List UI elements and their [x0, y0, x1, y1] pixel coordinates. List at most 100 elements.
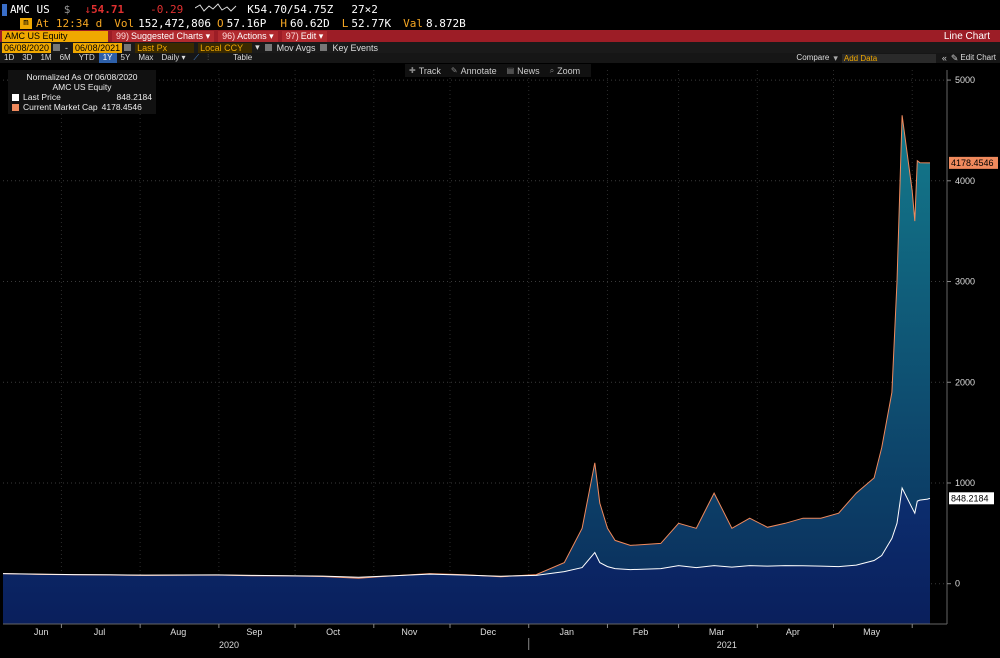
vol-label: Vol	[114, 16, 135, 30]
x-tick-label: Oct	[326, 627, 341, 637]
calendar-icon[interactable]	[124, 44, 132, 51]
menu-bar: AMC US Equity 99) Suggested Charts ▾ 96) A…	[0, 30, 1000, 42]
x-tick-label: Apr	[786, 627, 800, 637]
legend-row-last-price[interactable]: Last Price 848.2184	[12, 92, 152, 102]
suggested-charts-label: Suggested Charts	[131, 30, 204, 41]
high-price: 60.62D	[289, 16, 330, 30]
dropdown-icon[interactable]: ▾	[833, 52, 838, 63]
news-tool[interactable]: ▤ News	[507, 66, 540, 76]
x-tick-label: Jul	[94, 627, 106, 637]
end-date-field[interactable]: 06/08/2021	[73, 42, 123, 53]
period-select[interactable]: Daily ▾	[157, 53, 189, 63]
y-tick-label: 2000	[955, 377, 975, 387]
open-label: O	[216, 16, 224, 30]
y-tick-label: 1000	[955, 478, 975, 488]
line-chart-icon[interactable]: ⟋	[193, 53, 200, 62]
dropdown-icon: ▾	[205, 30, 211, 41]
edit-number: 97)	[285, 30, 299, 41]
period-label: Daily	[161, 53, 180, 62]
bar-chart-icon[interactable]: ⫶	[207, 53, 210, 62]
chart-type-title: Line Chart	[943, 30, 990, 42]
news-label: News	[517, 65, 540, 76]
key-events-checkbox[interactable]	[320, 44, 328, 51]
last-price-flag-label: 848.2184	[951, 493, 989, 503]
legend-series-name: Current Market Cap	[23, 102, 98, 112]
calendar-icon[interactable]	[53, 44, 61, 51]
trade-size: 27×2	[351, 3, 378, 16]
currency-select[interactable]: Local CCY	[198, 42, 253, 53]
collapse-icon[interactable]: «	[941, 53, 947, 63]
last-price-line	[2, 486, 931, 578]
date-bar: 06/08/2020 - 06/08/2021 Last Px Local CC…	[0, 42, 1000, 53]
security-input[interactable]: AMC US Equity	[2, 30, 108, 42]
value-traded: 8.872B	[425, 16, 466, 30]
last-price-area	[3, 488, 930, 624]
mov-avgs-checkbox[interactable]	[264, 44, 272, 51]
table-button[interactable]: Table	[233, 53, 253, 62]
dropdown-icon[interactable]: ▾	[255, 42, 260, 52]
x-tick-label: Mar	[709, 627, 725, 637]
chart-tools: ✚ Track ✎ Annotate ▤ News ⌕ Zoom	[405, 64, 591, 77]
low-label: L	[341, 16, 349, 30]
actions-number: 96)	[222, 30, 236, 41]
low-price: 52.77K	[351, 16, 392, 30]
y-tick-label: 4000	[955, 176, 975, 186]
legend-series-name: Last Price	[23, 92, 61, 102]
security-color-icon	[2, 3, 7, 16]
x-tick-label: Jan	[560, 627, 575, 637]
x-year-label: 2021	[717, 640, 737, 650]
zoom-tool[interactable]: ⌕ Zoom	[550, 66, 581, 76]
range-max[interactable]: Max	[138, 53, 154, 62]
range-ytd[interactable]: YTD	[78, 53, 95, 62]
range-6m[interactable]: 6M	[59, 53, 71, 62]
x-tick-label: Aug	[170, 627, 186, 637]
legend-series-value: 4178.4546	[101, 102, 142, 112]
date-separator: -	[65, 42, 69, 53]
legend-series-value: 848.2184	[116, 92, 152, 102]
open-price: 57.16P	[226, 16, 267, 30]
ticker[interactable]: AMC US	[10, 3, 50, 16]
compare-group: Compare ▾ Add Data « ✎ Edit Chart	[792, 53, 1000, 64]
chart-legend: Normalized As Of 06/08/2020 AMC US Equit…	[8, 70, 156, 114]
field-select[interactable]: Last Px	[135, 42, 195, 53]
dropdown-icon: ▾	[181, 53, 186, 62]
annotate-tool[interactable]: ✎ Annotate	[451, 66, 497, 76]
range-3d[interactable]: 3D	[22, 53, 33, 62]
actions-button[interactable]: 96) Actions ▾	[218, 30, 278, 42]
mov-avgs-label: Mov Avgs	[276, 42, 316, 53]
x-tick-label: Jun	[34, 627, 49, 637]
range-1d[interactable]: 1D	[4, 53, 15, 62]
range-1m[interactable]: 1M	[40, 53, 52, 62]
track-label: Track	[418, 65, 441, 76]
range-bar: 1D 3D 1M 6M YTD 1Y 5Y Max Daily ▾ ⟋ ⫶ Ta…	[0, 53, 1000, 63]
quote-line: AMC US $ ↓ 54.71 -0.29 K54.70/54.75Z 27×…	[0, 2, 1000, 17]
edit-chart-button[interactable]: Edit Chart	[960, 53, 996, 62]
bid-ask: K54.70/54.75Z	[247, 3, 334, 16]
price-change: -0.29	[150, 3, 184, 16]
market-cap-line	[2, 115, 930, 579]
quote-stats: m At 12:34 d Vol 152,472,806 O 57.16P H …	[0, 16, 1000, 30]
edit-chart-icon[interactable]: ✎	[950, 52, 959, 63]
range-1y[interactable]: 1Y	[98, 53, 117, 63]
last-price-flag	[949, 492, 994, 505]
market-cap-flag	[949, 156, 998, 169]
start-date-field[interactable]: 06/08/2020	[2, 42, 52, 53]
range-5y[interactable]: 5Y	[120, 53, 131, 62]
y-tick-label: 5000	[955, 75, 975, 85]
market-cap-flag-label: 4178.4546	[951, 158, 994, 168]
edit-label: Edit	[300, 30, 317, 41]
legend-row-market-cap[interactable]: Current Market Cap 4178.4546	[12, 102, 152, 112]
track-tool[interactable]: ✚ Track	[409, 66, 441, 76]
add-data-input[interactable]: Add Data	[841, 53, 936, 63]
x-year-label: 2020	[219, 640, 239, 650]
compare-label: Compare	[796, 53, 830, 62]
sparkline-icon	[194, 3, 237, 16]
val-label: Val	[403, 16, 423, 30]
x-tick-label: Feb	[633, 627, 649, 637]
dropdown-icon: ▾	[318, 30, 324, 41]
market-status-icon: m	[20, 17, 32, 29]
suggested-charts-button[interactable]: 99) Suggested Charts ▾	[112, 30, 215, 42]
annotate-label: Annotate	[460, 65, 497, 76]
suggested-charts-number: 99)	[116, 30, 130, 41]
edit-button[interactable]: 97) Edit ▾	[281, 30, 328, 42]
